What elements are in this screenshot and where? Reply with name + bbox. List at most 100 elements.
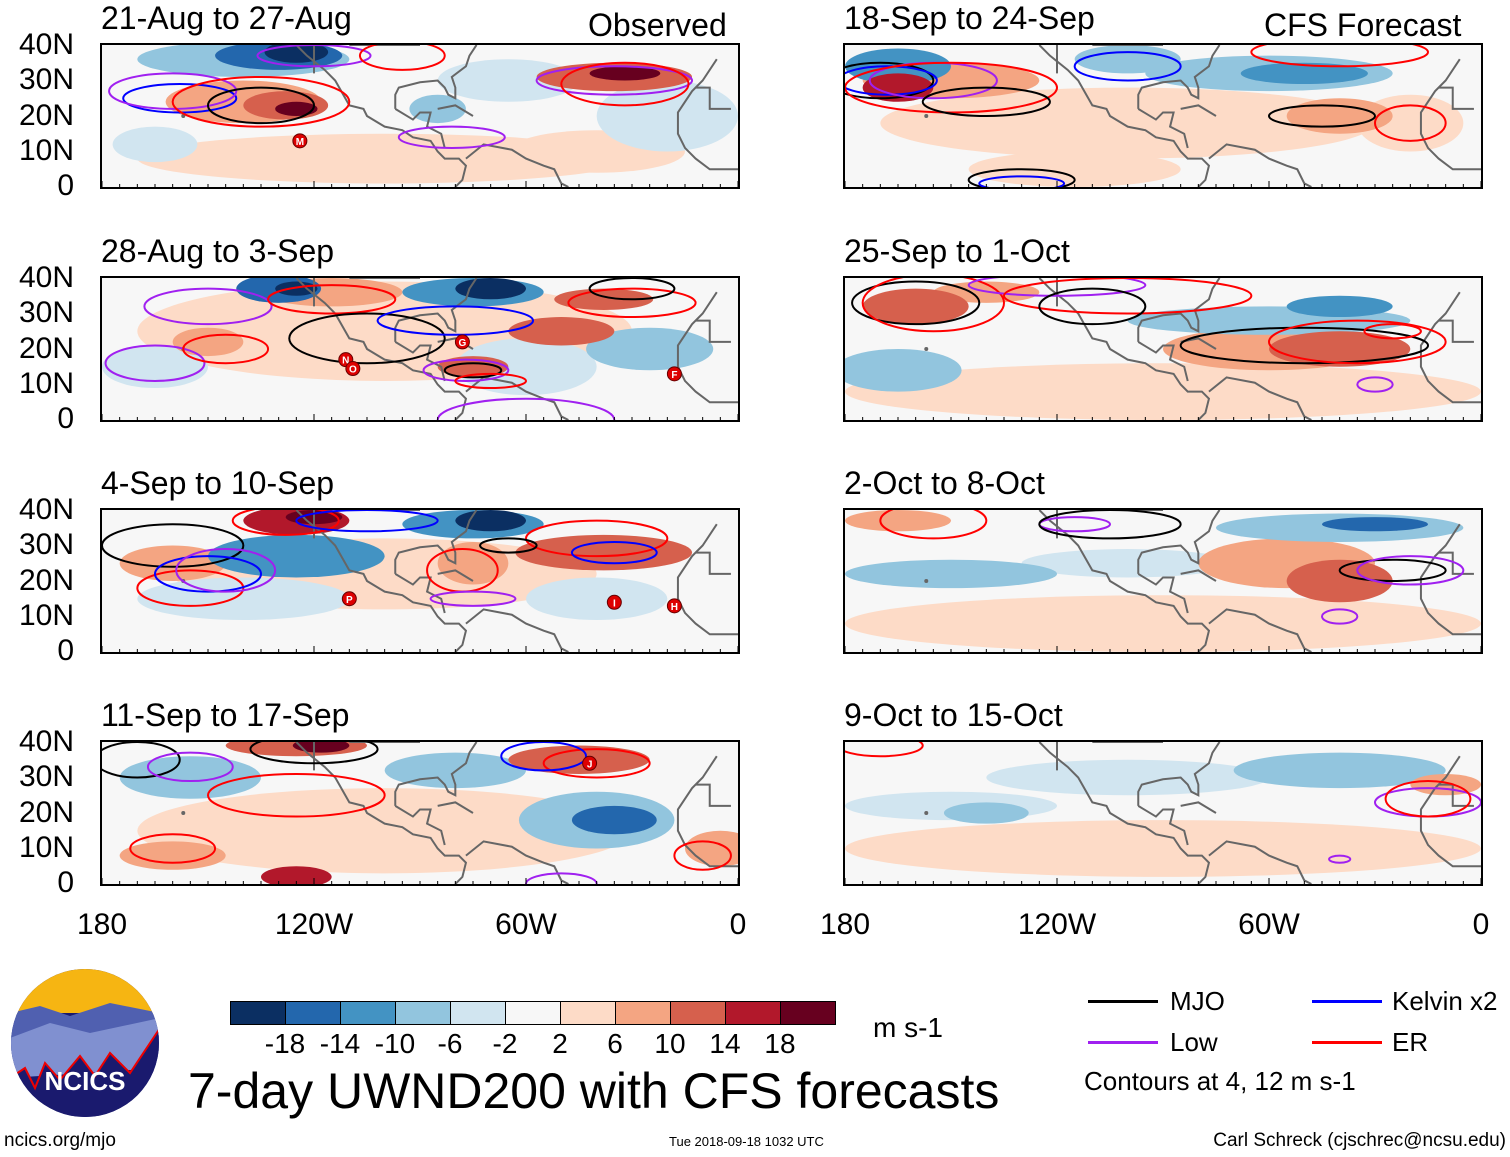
colorbar-swatch [341,1002,396,1024]
lon-label: 180 [76,908,128,941]
wind-anomaly-shade [589,66,661,81]
wind-anomaly-shade [596,80,738,152]
colorbar-label: 18 [764,1028,796,1059]
wave-contour [570,540,658,565]
wind-anomaly-shade [275,281,318,296]
wave-contour [535,65,694,96]
colorbar-swatch [451,1002,506,1024]
tropical-cyclone-icon[interactable]: I [606,594,622,610]
footer-timestamp: Tue 2018-09-18 1032 UTC [669,1134,824,1149]
lat-label: 20N [18,98,74,132]
hawaii-island [924,811,929,815]
lat-label: 40N [18,493,74,526]
panel-title: 28-Aug to 3-Sep [101,233,335,269]
wind-anomaly-shade [119,545,226,581]
wind-anomaly-shade [119,756,261,799]
wave-contour [861,278,1005,333]
storm-label: O [349,365,357,376]
wind-anomaly-shade [437,541,509,585]
colorbar-label: -6 [437,1028,463,1059]
panel-title: 25-Sep to 1-Oct [844,233,1070,269]
wave-contour [443,362,503,379]
wave-contour [429,590,517,607]
lat-label: 10N [18,830,74,864]
storm-label: I [613,598,616,609]
colorbar-label: 10 [654,1028,686,1059]
wave-contour [1328,854,1352,864]
colorbar-swatch [506,1002,561,1024]
colorbar-swatch [616,1002,671,1024]
legend-er: ER [1392,1027,1429,1057]
wave-contour [1384,780,1472,818]
wind-anomaly-shade [508,317,615,346]
storm-label: F [671,370,677,381]
footer-url[interactable]: ncics.org/mjo [4,1130,116,1151]
tropical-cyclone-icon[interactable]: F [666,366,682,382]
wave-contour [1267,319,1447,365]
wave-contour [422,358,510,382]
figure-title: 7-day UWND200 with CFS forecasts [188,1063,1000,1119]
observed-header: Observed [588,7,727,43]
coastline [295,742,738,884]
wave-contour [1374,104,1447,142]
colorbar-label: -10 [374,1028,416,1059]
colorbar-swatch [671,1002,726,1024]
colorbar-swatch [396,1002,451,1024]
lon-label: 60W [495,908,557,941]
wind-anomaly-shade [455,278,526,300]
wave-contour [1321,608,1359,625]
tropical-cyclone-icon[interactable]: M [292,133,308,149]
wind-anomaly-shade [986,759,1269,796]
wave-contour [1356,376,1394,393]
coastline [1038,510,1481,652]
tropical-cyclone-icon[interactable]: G [454,334,470,350]
wave-contour [1003,278,1253,315]
colorbar-label: -14 [319,1028,361,1059]
wind-anomaly-shade [943,802,1029,824]
wave-contour [525,519,669,558]
wave-contour [588,278,676,301]
wave-contour [851,280,981,326]
wave-contour [921,86,1051,117]
tropical-cyclone-icon[interactable]: O [345,361,361,377]
logo-text: NCICS [45,1066,126,1096]
wave-contour [206,772,386,818]
wave-contour [249,742,379,765]
wave-contour [182,333,270,365]
wave-contour [358,45,446,71]
wind-anomaly-shade [845,349,962,392]
wave-contour [1363,323,1422,340]
lat-label: 30N [18,760,74,794]
wind-anomaly-shade [508,745,650,774]
wind-anomaly-shade [1233,752,1446,789]
wave-contour [567,287,697,319]
colorbar-swatch [726,1002,781,1024]
wave-contour [376,305,535,336]
tropical-cyclone-icon[interactable]: H [666,598,682,614]
panel-title: 18-Sep to 24-Sep [844,0,1095,36]
wave-contour [288,312,446,365]
wave-contour [967,168,1076,187]
map-svg: M [102,45,738,187]
wave-contour [525,872,598,884]
wind-anomaly-shade [1322,517,1428,532]
wave-contour [673,840,732,871]
colorbar-label: -2 [492,1028,518,1059]
wind-anomaly-shade [137,133,633,184]
map-panel [843,43,1483,189]
storm-label: N [342,356,349,367]
tropical-cyclone-icon[interactable]: P [341,591,357,607]
map-panel [843,740,1483,886]
wind-anomaly-shade [437,59,579,102]
wave-contour [1038,287,1147,326]
wave-contour [879,510,988,540]
lon-label: 120W [1017,908,1097,941]
colorbar-units: m s-1 [873,1012,943,1043]
colorbar-swatch [561,1002,616,1024]
wave-contour [454,372,527,390]
wave-contour [1179,326,1430,365]
tropical-cyclone-icon[interactable]: J [582,755,598,771]
colorbar [230,1001,836,1025]
storm-label: J [587,759,593,770]
